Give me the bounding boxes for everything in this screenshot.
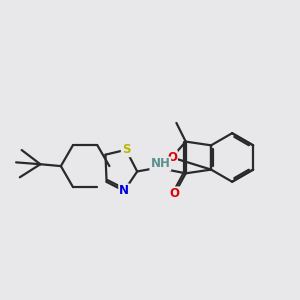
Text: N: N bbox=[119, 184, 129, 197]
Text: NH: NH bbox=[150, 158, 170, 170]
Text: S: S bbox=[122, 143, 130, 156]
Text: O: O bbox=[169, 188, 179, 200]
Text: O: O bbox=[167, 151, 177, 164]
